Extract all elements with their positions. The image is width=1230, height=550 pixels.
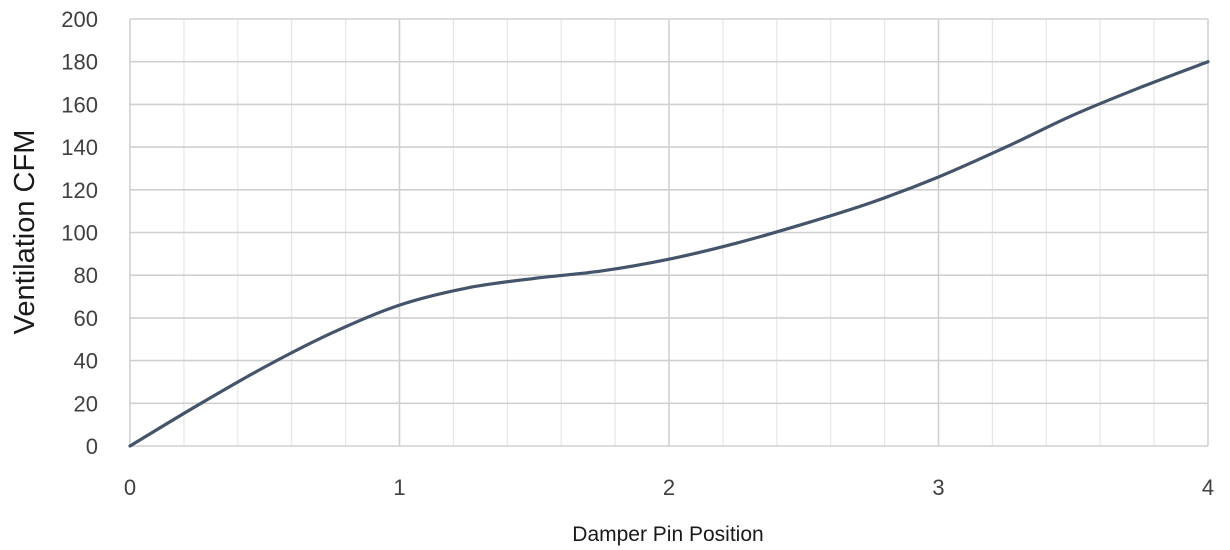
x-tick-label: 2 [663,475,675,500]
x-tick-label: 4 [1202,475,1214,500]
y-tick-label: 120 [61,178,98,203]
y-tick-label: 20 [74,391,98,416]
series [128,60,1210,448]
y-tick-label: 0 [86,434,98,459]
grid [129,18,1209,447]
x-tick-label: 1 [393,475,405,500]
y-tick-label: 200 [61,7,98,32]
y-tick-label: 100 [61,221,98,246]
x-axis-ticks: 0 1 2 3 4 [124,475,1214,500]
y-tick-label: 160 [61,92,98,117]
y-axis-ticks: 0 20 40 60 80 100 120 140 160 180 200 [61,7,98,459]
y-axis-title: Ventilation CFM [9,130,41,335]
y-tick-label: 180 [61,50,98,75]
x-axis-title: Damper Pin Position [572,523,763,546]
x-tick-label: 3 [932,475,944,500]
y-tick-label: 60 [74,306,98,331]
series-line [128,60,1210,448]
y-tick-label: 80 [74,263,98,288]
x-tick-label: 0 [124,475,136,500]
y-tick-label: 140 [61,135,98,160]
y-tick-label: 40 [74,349,98,374]
